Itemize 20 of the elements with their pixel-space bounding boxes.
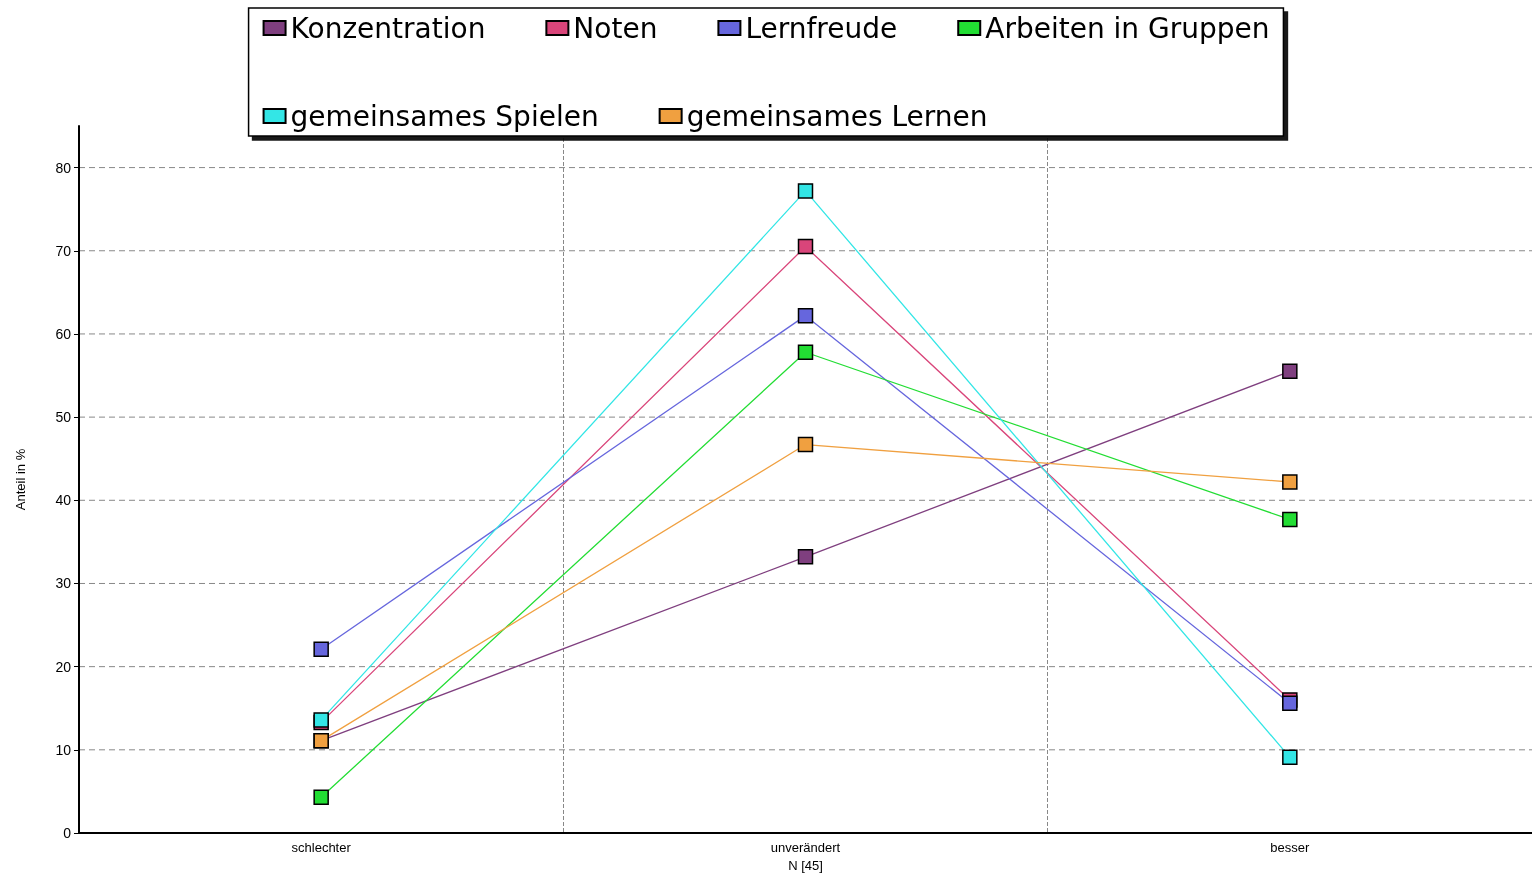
y-axis-title: Anteil in % — [13, 448, 28, 511]
legend-label: Noten — [573, 11, 658, 45]
y-tick-label: 20 — [55, 658, 72, 675]
y-tick-label: 80 — [55, 159, 72, 176]
legend-label: gemeinsames Spielen — [290, 99, 599, 133]
x-tick-label: schlechter — [291, 840, 352, 855]
legend-label: Arbeiten in Gruppen — [985, 11, 1270, 45]
y-tick-label: 60 — [55, 325, 72, 342]
y-tick-label: 0 — [63, 825, 72, 841]
y-tick-label: 70 — [55, 242, 72, 259]
legend-label: Konzentration — [290, 11, 486, 45]
y-tick-label: 10 — [55, 741, 72, 758]
x-tick-label: besser — [1270, 840, 1311, 855]
y-tick-label: 40 — [55, 492, 72, 509]
y-tick-label: 30 — [55, 575, 72, 592]
legend-label: gemeinsames Lernen — [686, 99, 988, 133]
y-tick-label: 50 — [55, 409, 72, 426]
x-tick-label: unverändert — [770, 840, 841, 855]
legend-label: Lernfreude — [745, 11, 898, 45]
x-axis-title: N [45] — [788, 857, 823, 873]
